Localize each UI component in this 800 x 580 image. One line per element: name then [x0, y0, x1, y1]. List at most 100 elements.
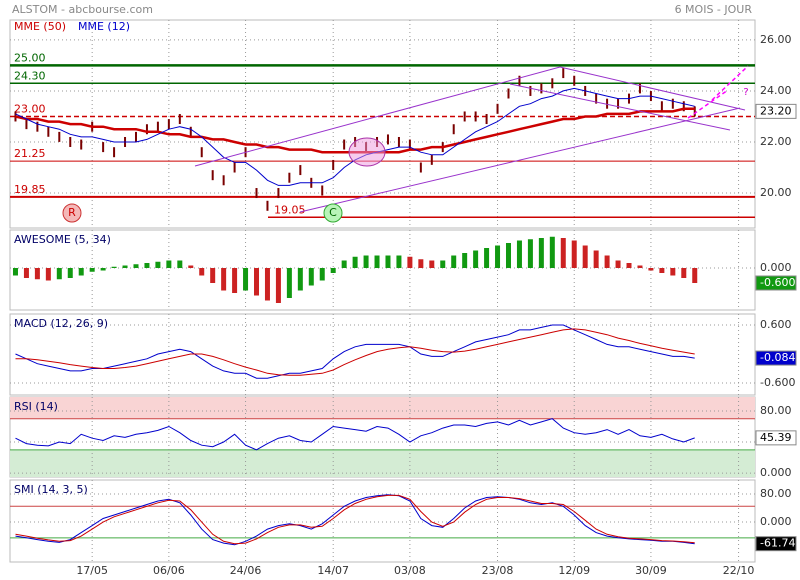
price-bar — [134, 131, 137, 142]
bar — [12, 268, 18, 276]
bar — [495, 245, 501, 268]
price-bar — [222, 175, 225, 186]
x-tick-label: 03/08 — [394, 564, 426, 577]
price-bar — [595, 93, 598, 104]
y-tick-label: -0.600 — [760, 376, 795, 389]
bar — [451, 255, 457, 268]
bar — [571, 240, 577, 268]
last-value-label: 23.20 — [760, 104, 792, 117]
series-line — [15, 418, 695, 451]
price-bar — [671, 98, 674, 109]
price-bar — [518, 75, 521, 86]
price-bar — [386, 134, 389, 145]
price-bar — [660, 101, 663, 112]
price-bar — [562, 68, 565, 79]
price-bar — [419, 162, 422, 173]
level-label: 24.30 — [14, 69, 46, 82]
price-bar — [551, 78, 554, 89]
legend-entry: MME (50) — [14, 20, 66, 33]
level-label: 19.05 — [274, 203, 306, 216]
price-bar — [452, 124, 455, 135]
bar — [659, 268, 665, 273]
price-bar — [332, 159, 335, 170]
last-value-badge — [755, 350, 797, 366]
price-bar — [47, 126, 50, 137]
bar — [199, 268, 205, 276]
bar — [243, 268, 249, 291]
annotation: R — [68, 206, 76, 219]
panel-title: RSI (14) — [14, 400, 58, 413]
band-high — [10, 397, 755, 419]
bar — [560, 238, 566, 268]
price-bar — [266, 200, 269, 211]
bar — [429, 260, 435, 268]
last-value-badge — [755, 275, 797, 291]
trend-lines — [194, 66, 746, 213]
price-bar — [507, 88, 510, 99]
series-line — [15, 324, 695, 379]
price-bar — [408, 139, 411, 150]
price-bar — [529, 85, 532, 96]
bar — [648, 268, 654, 271]
price-bar — [474, 111, 477, 122]
arrow-2 — [711, 65, 749, 101]
price-bar — [69, 136, 72, 147]
price-bar — [693, 106, 696, 117]
annotation: C — [329, 206, 337, 219]
bar — [144, 263, 150, 268]
bar — [308, 268, 314, 286]
price-bar — [211, 170, 214, 181]
x-tick-label: 14/07 — [317, 564, 349, 577]
x-tick-label: 17/05 — [76, 564, 108, 577]
bar — [549, 236, 555, 268]
bar — [210, 268, 216, 283]
y-tick-label: 0.000 — [760, 515, 792, 528]
panel-frame — [9, 229, 756, 311]
bar — [45, 268, 51, 281]
bar — [254, 268, 260, 296]
last-value-badge — [755, 536, 797, 552]
y-tick-label: 20.00 — [760, 186, 792, 199]
level-label: 21.25 — [14, 147, 46, 160]
bar — [670, 268, 676, 276]
price-bar — [36, 121, 39, 132]
bar — [166, 260, 172, 268]
price-bar — [189, 126, 192, 137]
bar — [681, 268, 687, 278]
price-bar — [178, 114, 181, 125]
channel-upper — [194, 66, 561, 167]
last-value-label: -0.600 — [760, 276, 795, 289]
bar — [319, 268, 325, 281]
x-tick-label: 22/10 — [723, 564, 755, 577]
price-bar — [463, 111, 466, 122]
price-bar — [321, 185, 324, 196]
channel-down-upper — [559, 66, 746, 111]
series-line — [15, 494, 695, 546]
x-tick-label: 06/06 — [153, 564, 185, 577]
x-tick-label: 12/09 — [558, 564, 590, 577]
bar — [23, 268, 29, 278]
price-bar — [288, 172, 291, 183]
bar — [462, 253, 468, 268]
projection-arrows — [687, 65, 749, 119]
bar — [516, 240, 522, 268]
level-label: 25.00 — [14, 51, 46, 64]
bar — [34, 268, 40, 280]
bar — [505, 243, 511, 268]
bar — [604, 255, 610, 268]
price-bar — [397, 136, 400, 147]
bar — [538, 238, 544, 268]
bar — [363, 255, 369, 268]
bar — [440, 260, 446, 268]
bar — [626, 263, 632, 268]
marker-r — [62, 203, 82, 223]
price-bar — [485, 114, 488, 125]
panel-frame — [9, 313, 756, 396]
series-line — [15, 328, 695, 376]
y-tick-label: 0.000 — [760, 466, 792, 479]
bar — [473, 250, 479, 268]
bar — [385, 255, 391, 268]
bar — [155, 261, 161, 268]
price-bar — [430, 154, 433, 165]
